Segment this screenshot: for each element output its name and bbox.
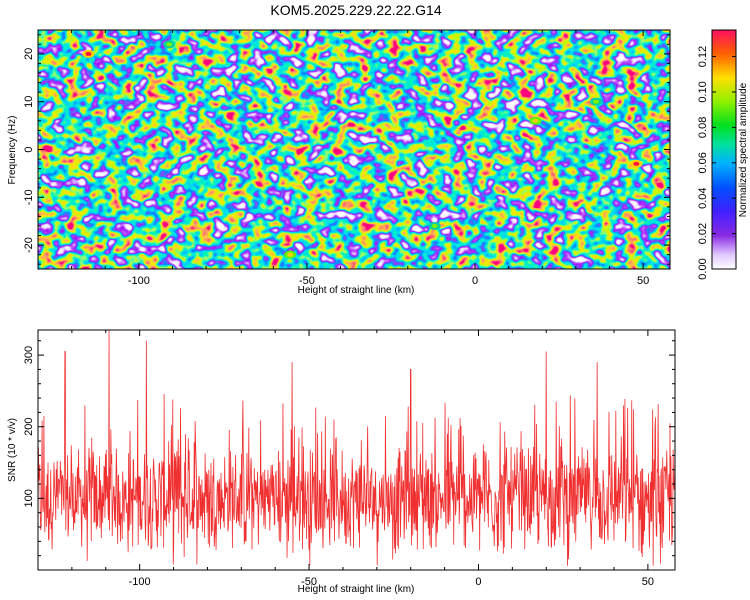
heatmap-hotspot — [633, 161, 640, 166]
heatmap-hotspot — [431, 223, 438, 228]
heatmap-x-ticks: -100 -50 0 50 — [37, 30, 649, 287]
colorbar-label: Normalized spectral amplitude — [738, 82, 749, 217]
snr-frame — [37, 329, 676, 571]
heatmap-x-tick-label: 50 — [637, 275, 649, 287]
snr-x-ticks: -100 -50 0 50 — [37, 330, 654, 588]
snr-series-line — [38, 330, 675, 566]
colorbar-gradient — [711, 29, 737, 270]
snr-y-axis-label: SNR (10 * v/v) — [7, 418, 18, 482]
heatmap-hotspots — [82, 40, 643, 259]
colorbar-tick-label: 0.02 — [697, 223, 709, 244]
snr-plot-area — [38, 330, 675, 570]
heatmap-hotspot — [593, 99, 600, 104]
heatmap-x-tick-label: -100 — [128, 275, 150, 287]
snr-x-axis-label: Height of straight line (km) — [298, 584, 415, 595]
colorbar-tick-label: 0.06 — [697, 152, 709, 173]
colorbar-tick-label: 0.08 — [697, 117, 709, 138]
snr-y-tick-label: 200 — [23, 418, 35, 436]
colorbar-tick-label: 0.00 — [697, 258, 709, 279]
snr-x-tick-label: -50 — [301, 576, 317, 588]
heatmap-hotspot — [166, 42, 173, 47]
snr-y-tick-label: 100 — [23, 489, 35, 507]
heatmap-y-tick-label: -10 — [23, 189, 35, 205]
heatmap-x-tick-label: -50 — [299, 275, 315, 287]
colorbar-tick-label: 0.04 — [697, 187, 709, 208]
colorbar-ticks: 0.00 0.02 0.04 0.06 0.08 0.10 0.12 — [697, 46, 736, 280]
snr-x-tick-label: 50 — [642, 576, 654, 588]
heatmap-y-tick-label: 0 — [23, 146, 35, 152]
snr-x-tick-label: -100 — [129, 576, 151, 588]
snr-y-ticks: 100 200 300 — [23, 340, 675, 557]
heatmap-x-tick-label: 0 — [472, 275, 478, 287]
colorbar-tick-label: 0.12 — [697, 46, 709, 67]
heatmap-hotspot — [287, 252, 294, 257]
snr-y-tick-label: 300 — [23, 346, 35, 364]
colorbar: 0.00 0.02 0.04 0.06 0.08 0.10 0.12 Normalized … — [697, 29, 749, 280]
heatmap-field — [38, 30, 670, 269]
heatmap-y-tick-label: 20 — [23, 48, 35, 60]
heatmap-x-axis-label: Height of straight line (km) — [298, 285, 415, 296]
heatmap-hotspot — [532, 118, 539, 123]
heatmap-y-axis-label: Frequency (Hz) — [7, 116, 18, 185]
colorbar-tick-label: 0.10 — [697, 81, 709, 102]
snr-x-tick-label: 0 — [475, 576, 481, 588]
snr-panel: -100 -50 0 50 100 200 300 Height of straight … — [7, 329, 676, 595]
chart-title: KOM5.2025.229.22.22.G14 — [270, 2, 441, 18]
heatmap-y-tick-label: -20 — [23, 237, 35, 253]
heatmap-hotspot — [85, 51, 92, 56]
heatmap-y-tick-label: 10 — [23, 96, 35, 108]
heatmap-y-ticks: -20 -10 0 10 20 — [23, 34, 670, 265]
